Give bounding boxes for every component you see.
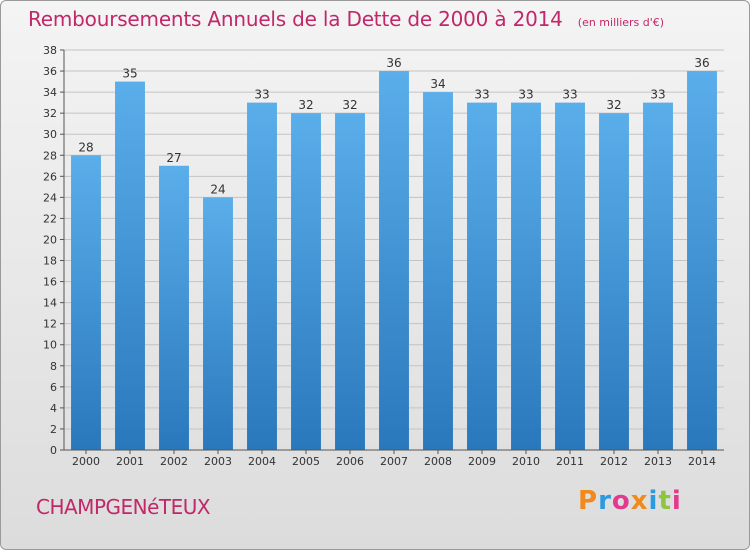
x-tick-label: 2007 xyxy=(380,455,408,468)
x-tick-label: 2002 xyxy=(160,455,188,468)
x-tick-label: 2006 xyxy=(336,455,364,468)
bar-value-label: 32 xyxy=(342,98,357,112)
bar-value-label: 35 xyxy=(122,67,137,81)
proxiti-logo[interactable]: Proxiti xyxy=(578,486,682,516)
logo-letter: P xyxy=(578,486,599,516)
x-tick-label: 2013 xyxy=(644,455,672,468)
bar xyxy=(423,92,453,451)
bar xyxy=(159,165,189,450)
x-tick-label: 2008 xyxy=(424,455,452,468)
y-tick-label: 8 xyxy=(50,360,57,373)
bar xyxy=(511,102,541,450)
bar-value-label: 33 xyxy=(518,88,533,102)
bar-value-label: 33 xyxy=(474,88,489,102)
bar-value-label: 33 xyxy=(562,88,577,102)
bar-value-label: 27 xyxy=(166,151,181,165)
y-tick-label: 28 xyxy=(43,149,57,162)
y-tick-label: 26 xyxy=(43,170,57,183)
y-tick-label: 10 xyxy=(43,339,57,352)
bar xyxy=(643,102,673,450)
chart-title: Remboursements Annuels de la Dette de 20… xyxy=(28,7,563,31)
y-tick-label: 14 xyxy=(43,297,57,310)
bar xyxy=(203,197,233,450)
bar-value-label: 34 xyxy=(430,77,445,91)
bar xyxy=(555,102,585,450)
x-tick-label: 2011 xyxy=(556,455,584,468)
x-tick-label: 2001 xyxy=(116,455,144,468)
logo-letter: x xyxy=(630,486,649,516)
y-tick-label: 36 xyxy=(43,65,57,78)
y-tick-label: 16 xyxy=(43,276,57,289)
bar xyxy=(687,71,717,450)
y-tick-label: 0 xyxy=(50,444,57,457)
logo-letter: o xyxy=(611,486,631,516)
bar xyxy=(115,81,145,450)
y-tick-label: 2 xyxy=(50,423,57,436)
chart-title-block: Remboursements Annuels de la Dette de 20… xyxy=(28,7,664,31)
bar-value-label: 36 xyxy=(694,56,709,70)
bar-value-label: 28 xyxy=(78,140,93,154)
bar-value-label: 33 xyxy=(254,88,269,102)
x-tick-label: 2009 xyxy=(468,455,496,468)
logo-letter: i xyxy=(648,486,659,516)
commune-name: CHAMPGENéTEUX xyxy=(36,495,211,519)
x-tick-label: 2003 xyxy=(204,455,232,468)
y-tick-label: 12 xyxy=(43,318,57,331)
logo-letter: r xyxy=(598,486,612,516)
y-tick-label: 18 xyxy=(43,255,57,268)
x-tick-label: 2012 xyxy=(600,455,628,468)
chart-subtitle: (en milliers d'€) xyxy=(577,16,665,29)
y-tick-label: 34 xyxy=(43,86,57,99)
bars: 28 35 27 24 33 32 32 36 34 33 33 33 32 33 36 xyxy=(71,56,717,451)
bar xyxy=(379,71,409,450)
bar xyxy=(335,113,365,450)
y-tick-label: 6 xyxy=(50,381,57,394)
y-tick-label: 24 xyxy=(43,191,57,204)
x-tick-label: 2014 xyxy=(688,455,716,468)
bar-value-label: 24 xyxy=(210,182,225,196)
bar-value-label: 32 xyxy=(606,98,621,112)
bar-value-label: 32 xyxy=(298,98,313,112)
bar xyxy=(291,113,321,450)
logo-letter: i xyxy=(671,486,682,516)
bar xyxy=(71,155,101,450)
y-tick-label: 38 xyxy=(43,44,57,57)
x-tick-label: 2005 xyxy=(292,455,320,468)
bar xyxy=(599,113,629,450)
x-tick-label: 2004 xyxy=(248,455,276,468)
bar xyxy=(467,102,497,450)
x-tick-label: 2000 xyxy=(72,455,100,468)
x-tick-label: 2010 xyxy=(512,455,540,468)
y-tick-label: 22 xyxy=(43,212,57,225)
y-tick-label: 4 xyxy=(50,402,57,415)
y-tick-label: 30 xyxy=(43,128,57,141)
y-tick-label: 20 xyxy=(43,233,57,246)
bar xyxy=(247,102,277,450)
bar-value-label: 36 xyxy=(386,56,401,70)
logo-letter: t xyxy=(658,486,672,516)
bar-value-label: 33 xyxy=(650,88,665,102)
y-tick-label: 32 xyxy=(43,107,57,120)
